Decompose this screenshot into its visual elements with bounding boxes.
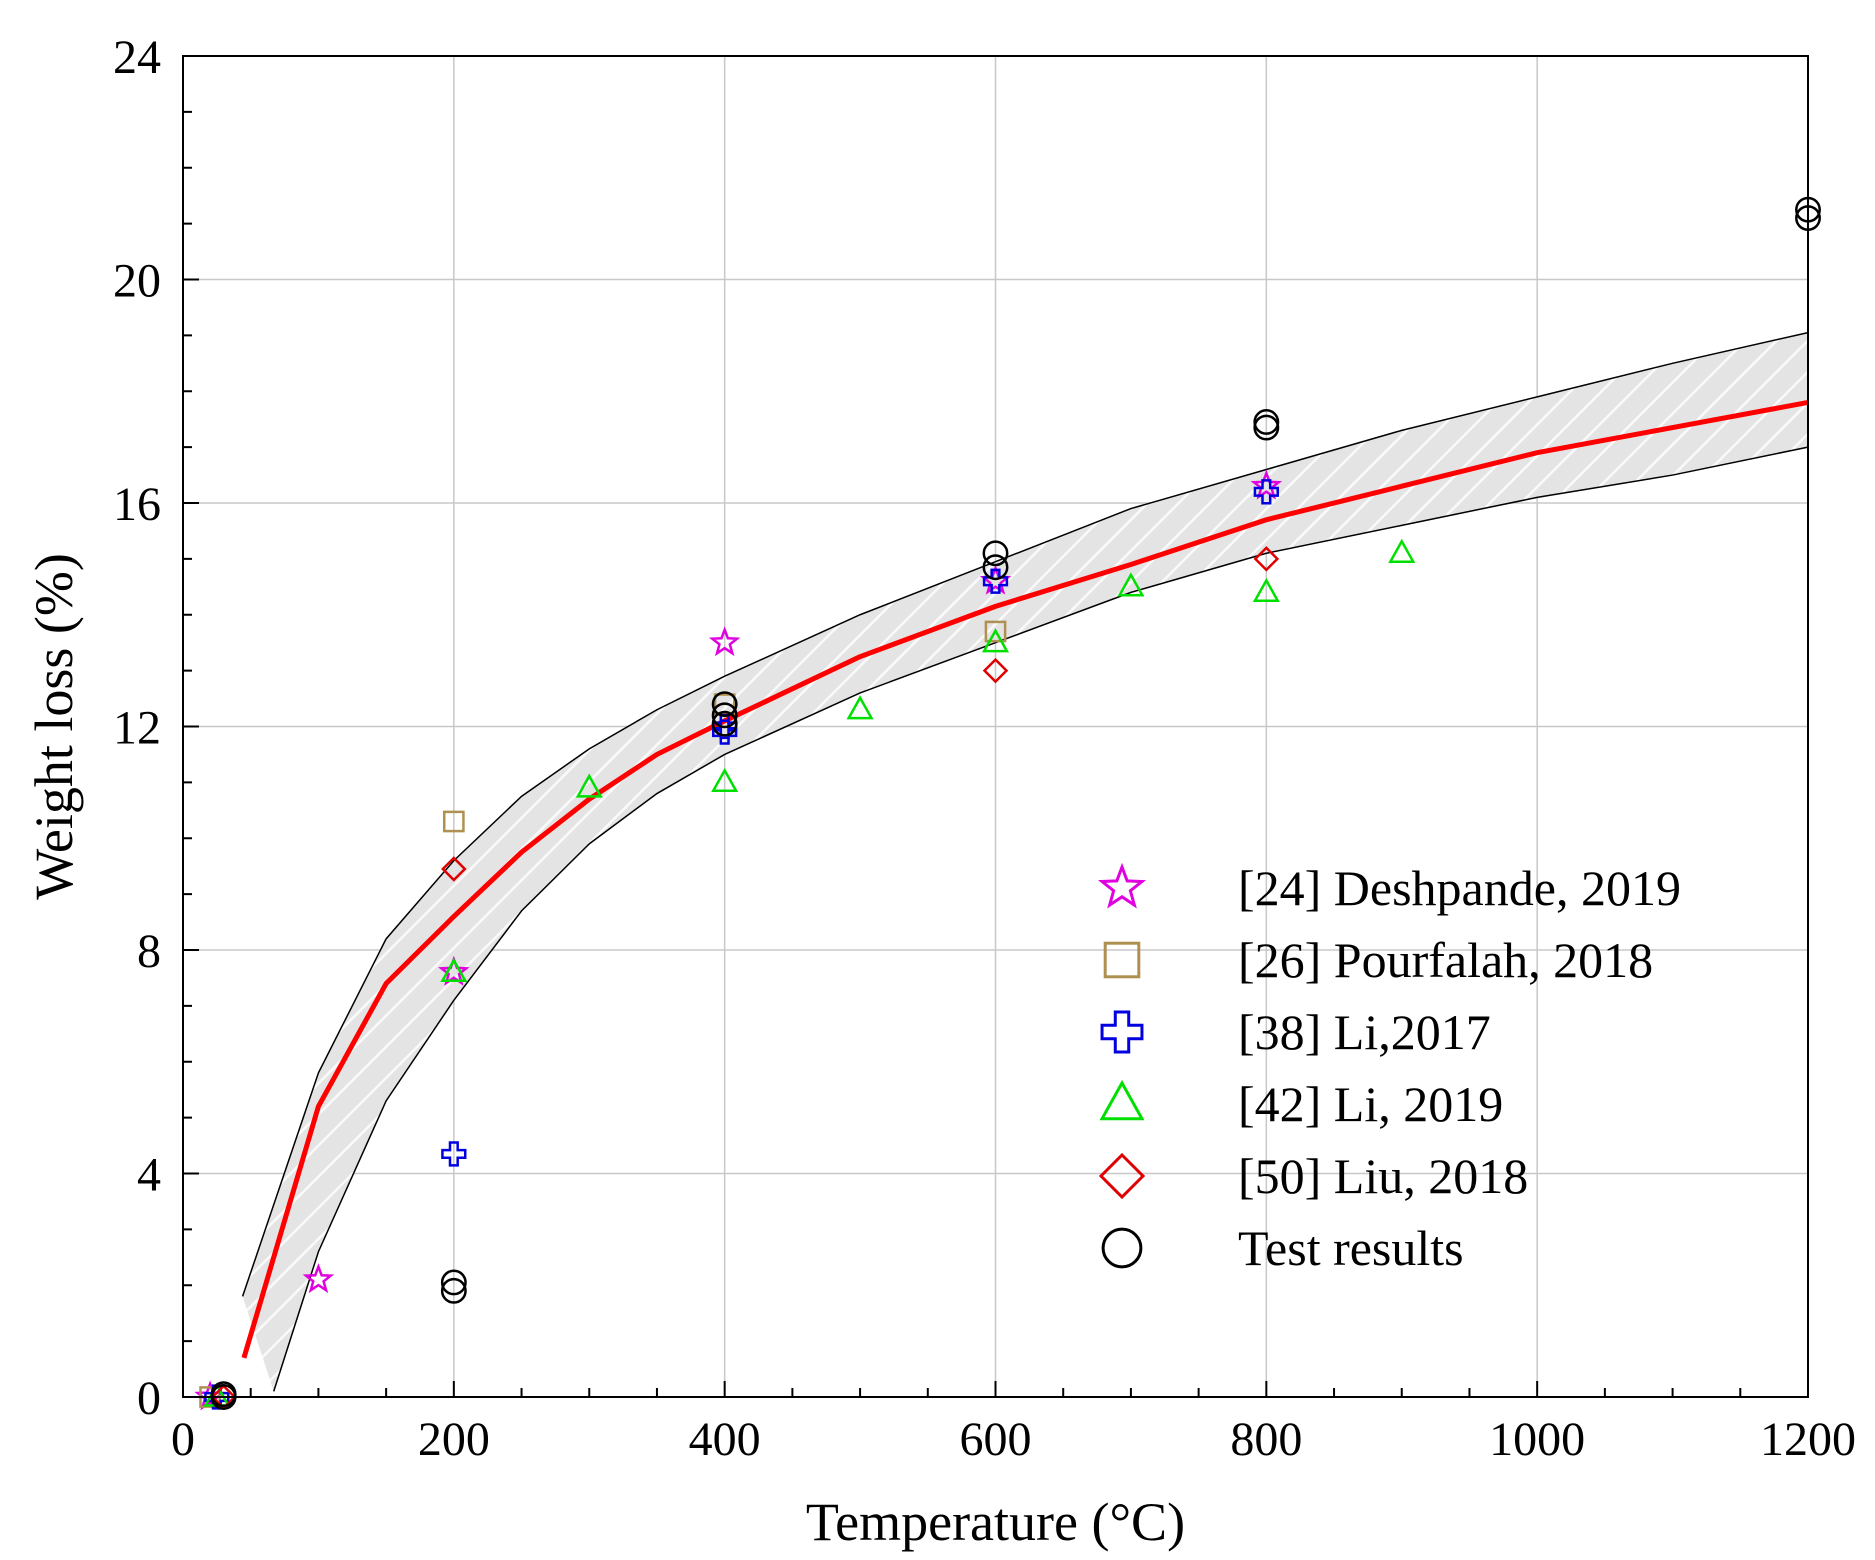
- legend: [24] Deshpande, 2019 [26] Pourfalah, 2018…: [1097, 860, 1681, 1276]
- y-tick-label: 12: [113, 702, 161, 755]
- diamond-point: [1253, 546, 1280, 572]
- y-tick-label: 4: [137, 1149, 161, 1202]
- y-tick-label: 20: [113, 255, 161, 308]
- legend-label: [50] Liu, 2018: [1238, 1148, 1528, 1204]
- y-tick-label: 24: [113, 31, 161, 84]
- legend-star-icon: [1097, 862, 1147, 909]
- y-tick-label: 0: [137, 1372, 161, 1425]
- y-tick-label: 16: [113, 478, 161, 531]
- circle-point: [982, 554, 1009, 581]
- legend-label: [38] Li,2017: [1238, 1004, 1491, 1060]
- square-point: [713, 693, 736, 715]
- plus-point: [1253, 479, 1279, 505]
- x-tick-label: 200: [418, 1413, 490, 1466]
- x-tick-label: 0: [171, 1413, 195, 1466]
- y-tick-label: 8: [137, 925, 161, 978]
- legend-plus-icon: [1100, 1010, 1144, 1054]
- square-point: [984, 620, 1007, 643]
- square-point: [442, 810, 465, 833]
- diamond-point: [982, 657, 1009, 684]
- triangle-point: [1388, 538, 1416, 563]
- tick-labels: 0 200 400 600 800 1000 1200 0 4 8 12 16 20 24: [113, 31, 1856, 1466]
- triangle-point: [1252, 577, 1280, 603]
- diamond-point: [441, 856, 467, 882]
- legend-circle-icon: [1101, 1227, 1143, 1269]
- grid: [183, 56, 1808, 1397]
- triangle-point: [846, 695, 874, 720]
- star-point: [438, 955, 470, 986]
- circle-point: [1253, 409, 1280, 435]
- triangle-point: [1117, 572, 1145, 597]
- axis-ticks: [182, 55, 1809, 1398]
- triangle-point: [440, 957, 468, 982]
- triangle-point: [575, 773, 603, 798]
- star-point: [708, 626, 741, 657]
- circle-point: [440, 1269, 467, 1296]
- triangle-point: [981, 628, 1010, 653]
- circle-point: [982, 540, 1009, 567]
- x-axis-title: Temperature (°C): [806, 1492, 1185, 1552]
- x-tick-label: 1000: [1489, 1413, 1585, 1466]
- circle-point: [711, 710, 738, 737]
- star-point: [302, 1263, 335, 1294]
- legend-label: [26] Pourfalah, 2018: [1238, 932, 1653, 988]
- legend-square-icon: [1103, 941, 1141, 979]
- series-square: [199, 620, 1007, 1408]
- fit-curve: [241, 399, 1809, 1359]
- x-tick-label: 400: [689, 1413, 761, 1466]
- series-triangle: [203, 538, 1416, 1407]
- triangle-point: [711, 767, 739, 793]
- fit-curve-group: [241, 399, 1809, 1359]
- circle-point: [210, 1381, 237, 1408]
- circle-point: [711, 691, 738, 718]
- band-area: [242, 332, 1808, 1392]
- legend-triangle-icon: [1099, 1079, 1145, 1121]
- circle-point: [440, 1277, 467, 1304]
- series-diamond: [210, 546, 1280, 1410]
- legend-label: [24] Deshpande, 2019: [1238, 860, 1681, 916]
- circle-point: [711, 702, 738, 729]
- y-axis-title: Weight loss (%): [24, 553, 84, 900]
- plus-point: [441, 1141, 467, 1167]
- band-lower-line: [273, 446, 1809, 1392]
- x-tick-label: 1200: [1760, 1413, 1856, 1466]
- legend-label: Test results: [1238, 1220, 1464, 1276]
- legend-label: [42] Li, 2019: [1238, 1076, 1503, 1132]
- data-points: [194, 196, 1821, 1411]
- x-tick-label: 800: [1230, 1413, 1302, 1466]
- circle-point: [1253, 414, 1280, 441]
- band-upper-line: [241, 331, 1809, 1297]
- x-tick-label: 600: [960, 1413, 1032, 1466]
- star-point: [1250, 469, 1283, 500]
- legend-diamond-icon: [1098, 1152, 1146, 1200]
- confidence-band: [241, 331, 1809, 1392]
